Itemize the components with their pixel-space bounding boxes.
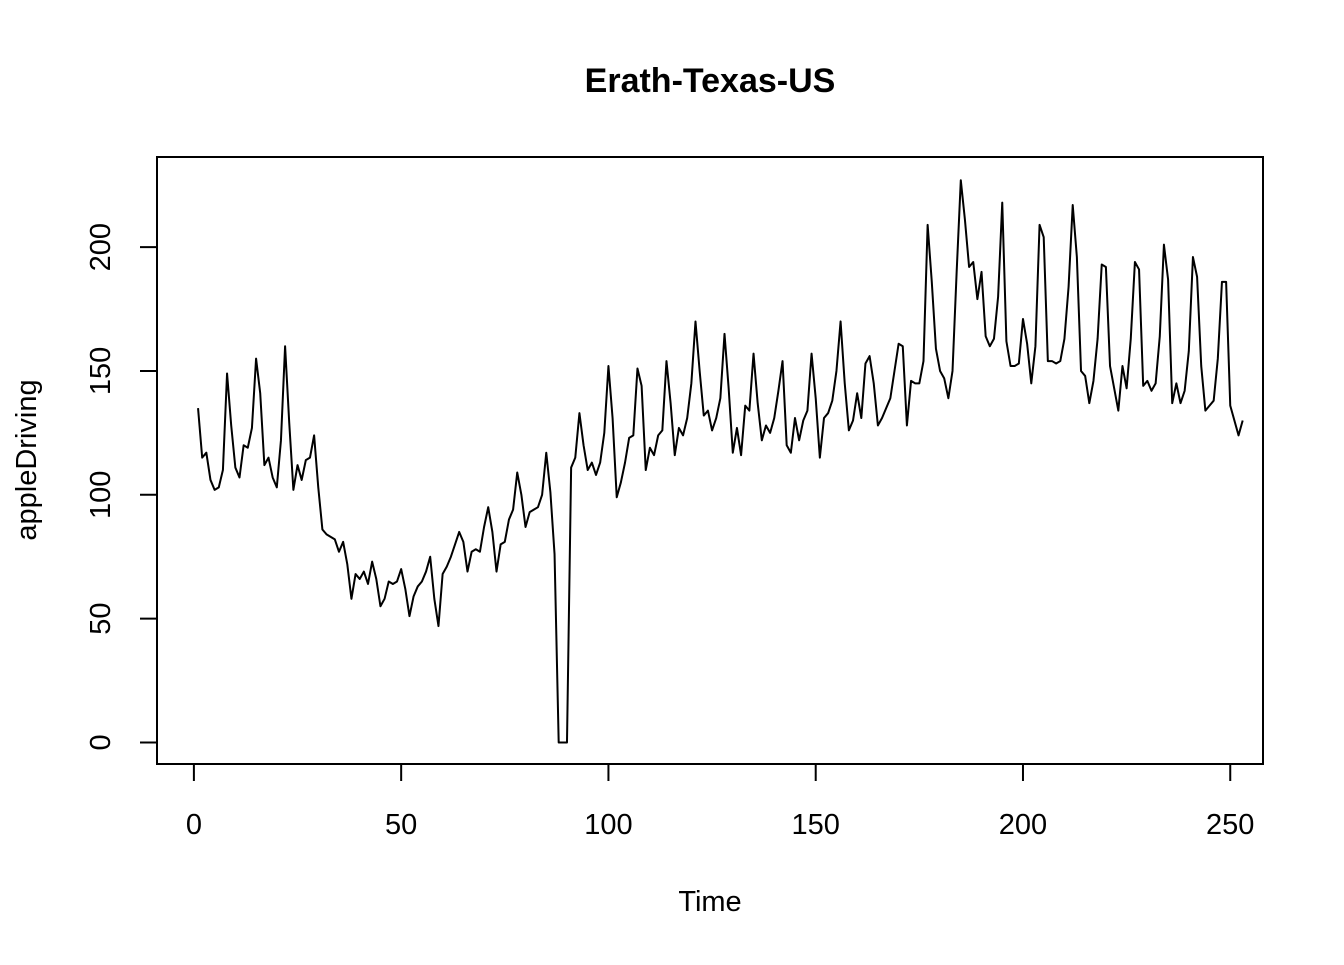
series-line	[197, 179, 1244, 744]
y-axis-title: appleDriving	[11, 379, 43, 540]
x-axis-title: Time	[678, 886, 741, 918]
x-tick-label: 100	[584, 809, 632, 841]
x-tick-label: 200	[999, 809, 1047, 841]
x-tick-label: 250	[1206, 809, 1254, 841]
y-tick-label: 200	[85, 223, 117, 271]
x-tick-label: 0	[186, 809, 202, 841]
y-tick-label: 50	[85, 602, 117, 634]
x-axis: 0 50 100 150 200 250	[186, 763, 1254, 841]
x-tick-label: 150	[792, 809, 840, 841]
y-tick-label: 150	[85, 347, 117, 395]
chart-title: Erath-Texas-US	[585, 62, 836, 100]
y-tick-label: 100	[85, 471, 117, 519]
x-tick-label: 50	[385, 809, 417, 841]
series-layer	[197, 179, 1244, 744]
y-tick-label: 0	[85, 734, 117, 750]
y-axis: 0 50 100 150 200	[85, 223, 158, 751]
